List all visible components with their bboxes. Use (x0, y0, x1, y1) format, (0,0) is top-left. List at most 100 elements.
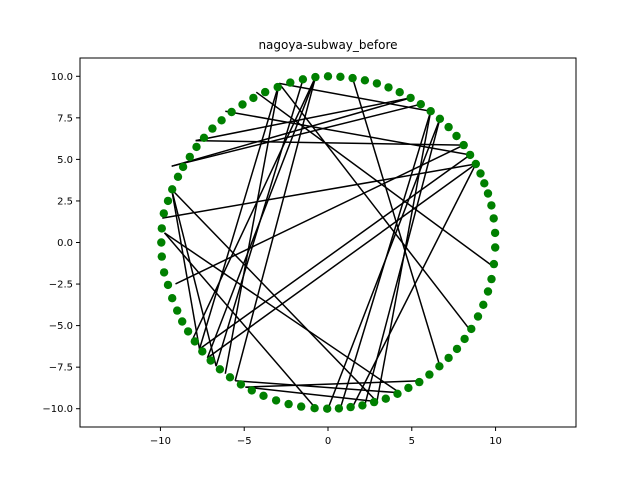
edge-line-25 (245, 380, 421, 388)
node-point-1 (336, 72, 345, 82)
edge-line-18 (170, 189, 217, 367)
node-point-45 (284, 399, 293, 409)
node-point-3 (360, 76, 370, 85)
node-point-19 (487, 201, 496, 210)
edge-line-2 (278, 82, 431, 112)
node-point-39 (358, 401, 367, 410)
node-point-23 (489, 259, 499, 269)
node-point-31 (444, 353, 453, 363)
node-point-10 (435, 114, 445, 124)
node-point-48 (247, 386, 256, 395)
edge-line-24 (245, 386, 377, 403)
edge-line-29 (376, 111, 432, 402)
y-tick-label-0: 10.0 (51, 72, 73, 83)
edge-line-12 (171, 103, 421, 167)
node-point-63 (157, 224, 166, 233)
edge-line-22 (199, 154, 471, 350)
x-tick-label-3: 5 (409, 436, 415, 447)
nodes-layer (157, 72, 500, 413)
node-point-40 (346, 402, 355, 412)
node-point-6 (395, 88, 404, 97)
edge-line-14 (162, 163, 476, 219)
node-point-21 (490, 228, 500, 238)
node-point-59 (163, 280, 173, 290)
node-point-30 (452, 344, 462, 354)
node-point-43 (310, 404, 319, 413)
node-point-42 (323, 404, 332, 413)
node-point-61 (157, 252, 166, 261)
node-point-54 (190, 337, 199, 346)
edge-line-23 (235, 380, 400, 394)
edge-line-1 (224, 83, 280, 374)
x-tick-label-0: −10 (150, 436, 171, 447)
node-point-70 (192, 142, 201, 152)
node-point-80 (298, 75, 308, 84)
plot-area (79, 57, 577, 428)
node-point-7 (406, 93, 415, 103)
node-point-55 (183, 327, 193, 336)
node-point-50 (225, 373, 235, 382)
x-tick-label-1: −5 (237, 436, 252, 447)
node-point-29 (460, 334, 469, 344)
y-tick-label-3: 2.5 (57, 196, 73, 207)
node-point-0 (323, 72, 333, 81)
edge-line-7 (215, 77, 305, 367)
node-point-34 (415, 377, 424, 387)
edge-line-21 (206, 163, 477, 359)
node-point-72 (208, 124, 217, 133)
edge-line-19 (170, 189, 201, 350)
node-point-28 (467, 324, 476, 334)
y-tick-label-1: 7.5 (57, 113, 73, 124)
x-axis: −10 −5 0 5 10 (150, 427, 502, 447)
node-point-22 (491, 243, 500, 252)
node-point-64 (159, 209, 168, 218)
node-point-49 (236, 380, 246, 389)
y-tick-label-8: −10.0 (42, 404, 73, 415)
edge-line-27 (339, 110, 432, 409)
node-point-68 (178, 162, 188, 172)
node-point-9 (426, 107, 435, 116)
node-point-44 (297, 402, 306, 411)
node-point-2 (348, 73, 357, 83)
y-tick-label-6: −5.0 (49, 321, 73, 332)
edges-layer (162, 76, 495, 409)
node-point-20 (489, 214, 498, 223)
y-tick-label-5: −2.5 (49, 280, 73, 291)
node-point-38 (369, 397, 379, 407)
node-point-51 (215, 365, 225, 374)
node-point-66 (168, 185, 177, 194)
node-point-4 (372, 79, 382, 88)
node-point-78 (273, 82, 282, 92)
node-point-11 (444, 122, 453, 132)
y-tick-label-4: 0.0 (57, 238, 73, 249)
node-point-5 (384, 83, 393, 92)
node-point-75 (238, 100, 247, 109)
node-point-41 (334, 404, 344, 413)
node-point-18 (483, 189, 493, 198)
y-tick-label-2: 5.0 (57, 155, 73, 166)
node-point-65 (163, 196, 173, 206)
node-point-33 (425, 370, 434, 379)
node-point-60 (159, 268, 169, 277)
node-point-24 (487, 274, 496, 284)
y-axis: 10.0 7.5 5.0 2.5 0.0 −2.5 −5.0 −7.5 −10.0 (42, 72, 80, 415)
node-point-27 (473, 312, 483, 321)
node-point-13 (459, 140, 468, 150)
edge-line-13 (255, 91, 495, 268)
chart-title: nagoya-subway_before (258, 38, 397, 52)
node-point-26 (479, 300, 488, 309)
node-point-35 (404, 383, 413, 393)
edge-line-17 (164, 232, 401, 394)
node-point-52 (206, 356, 215, 365)
node-point-76 (249, 93, 258, 103)
node-point-71 (199, 133, 209, 142)
node-point-14 (465, 150, 475, 160)
node-point-62 (157, 238, 166, 247)
edge-line-31 (225, 110, 471, 156)
edge-line-30 (351, 163, 477, 408)
node-point-57 (173, 306, 182, 315)
node-point-37 (381, 394, 390, 403)
node-point-58 (168, 294, 177, 303)
